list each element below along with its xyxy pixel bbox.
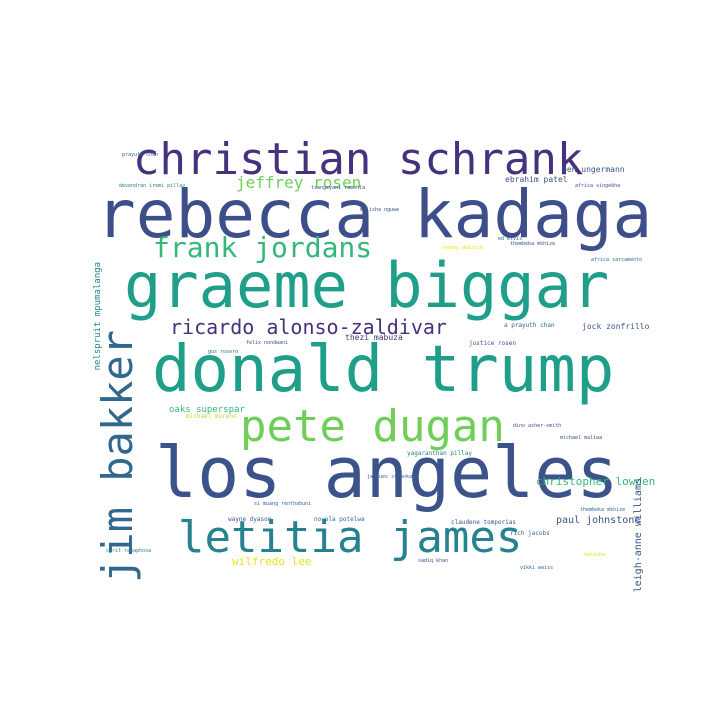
- word-ricardo-alonso-zaldivar: ricardo alonso-zaldivar: [170, 315, 447, 339]
- word-prayuth-chan: prayuth chan: [122, 152, 159, 158]
- word-devendran-iremi-pillay: devendran iremi pillay: [119, 183, 186, 189]
- word-dino-asher-smith: dino asher-smith: [513, 423, 562, 429]
- word-jacques-steenkamp: jacques steenkamp: [367, 474, 419, 480]
- word-christian-schrank: christian schrank: [133, 134, 584, 185]
- word-rodney-dedrick: rodney dedrick: [441, 245, 484, 251]
- word-frank-jordans: frank jordans: [153, 231, 373, 264]
- word-michael-maliwa: michael maliwa: [560, 435, 603, 441]
- word-a-prayuth-chan: a prayuth chan: [504, 322, 555, 329]
- word-felix-nondwani: felix nondwani: [246, 340, 289, 346]
- word-justice-rosen: justice rosen: [469, 340, 516, 347]
- word-cyril-ramaphosa: cyril ramaphosa: [106, 548, 152, 554]
- word-tsangeyani-ramohla: tsangeyani ramohla: [311, 185, 366, 191]
- word-pete-dugan: pete dugan: [240, 401, 505, 452]
- word-rebecca-kadaga: rebecca kadaga: [96, 176, 653, 253]
- word-rich-jacobs: rich jacobs: [510, 530, 550, 537]
- word-vikki-weiss: vikki weiss: [520, 565, 554, 571]
- word-natasha: natasha: [584, 552, 606, 558]
- word-si-muang-renthabuni: si muang renthabuni: [254, 501, 312, 507]
- word-africa-singekha: africa singekha: [575, 183, 621, 189]
- word-jeffrey-rosen: jeffrey rosen: [236, 173, 362, 192]
- word-michael-moreno: michael moreno: [186, 413, 237, 420]
- word-thembeka-mkhize: thembeka mkhize: [510, 241, 556, 247]
- word-wayne-dyason: wayne dyason: [228, 516, 272, 523]
- word-nelspruit-mpumalanga: nelspruit mpumalanga: [93, 262, 103, 371]
- word-jock-zonfrillo: jock zonfrillo: [582, 322, 650, 331]
- word-novela-potelwa: novela potelwa: [314, 516, 365, 523]
- word-thembeka-mkhize-2: thembeka mkhize: [580, 507, 626, 513]
- word-ed-elvis: ed elvis: [498, 236, 523, 242]
- word-gus-rosero: gus rosero: [208, 349, 239, 355]
- word-christopher-lowden: christopher lowden: [536, 475, 656, 488]
- word-jim-bakker: jim bakker: [93, 330, 142, 583]
- word-claudene-tomporias: claudene tomporias: [451, 519, 517, 526]
- word-paul-johnstone: paul johnstone: [556, 515, 641, 526]
- word-mulisha-nguwe: mulisha nguwe: [360, 207, 400, 213]
- word-graeme-biggar: graeme biggar: [124, 249, 610, 322]
- word-oaks-superspar: oaks superspar: [169, 405, 245, 415]
- word-leigh-anne-williams: leigh-anne williams: [633, 478, 644, 593]
- word-yagaranthan-pillay: yagaranthan pillay: [407, 450, 473, 457]
- word-ben-ungermann: ben ungermann: [562, 165, 625, 174]
- word-los-angeles: los angeles: [155, 432, 619, 514]
- word-wilfredo-lee: wilfredo lee: [232, 555, 312, 568]
- word-africa-sarcamento: africa sarcamento: [591, 257, 643, 263]
- word-sadiq-khan: sadiq khan: [418, 558, 449, 564]
- word-ebrahim-patel: ebrahim patel: [505, 175, 568, 184]
- word-letitia-james: letitia james: [178, 512, 523, 563]
- word-thezi-mabuza: thezi mabuza: [345, 333, 403, 342]
- word-donald-trump: donald trump: [152, 333, 615, 407]
